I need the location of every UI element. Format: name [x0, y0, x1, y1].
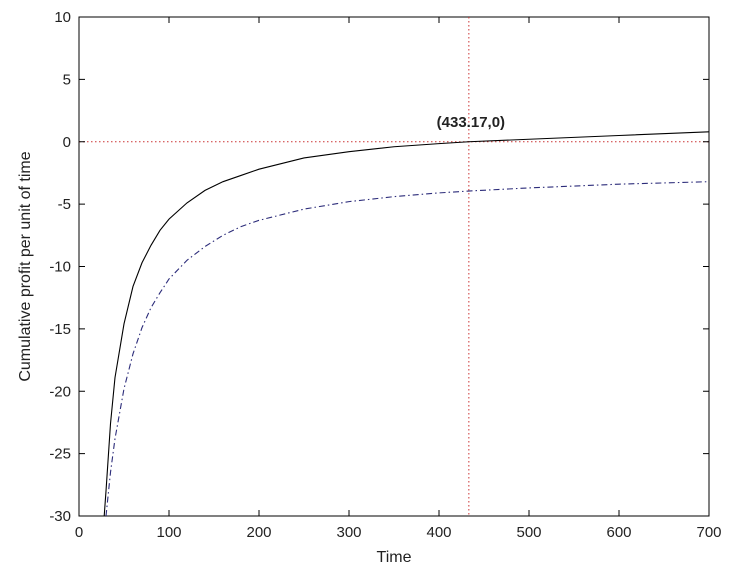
series-line-solid: [103, 131, 709, 516]
x-tick-label: 0: [75, 524, 83, 541]
x-tick-label: 700: [696, 524, 721, 541]
y-tick-label: -25: [49, 446, 71, 463]
x-tick-label: 400: [426, 524, 451, 541]
y-tick-label: -20: [49, 383, 71, 400]
y-tick-label: 5: [63, 71, 71, 88]
y-axis-label: Cumulative profit per unit of time: [17, 151, 34, 381]
x-tick-label: 200: [246, 524, 271, 541]
plot-area: [78, 16, 710, 517]
x-tick-label: 500: [516, 524, 541, 541]
y-tick-label: -5: [58, 196, 71, 213]
x-tick-label: 600: [606, 524, 631, 541]
y-tick-label: 0: [63, 134, 71, 151]
annotation-label: (433.17,0): [437, 114, 505, 131]
x-tick-label: 300: [336, 524, 361, 541]
y-tick-label: -10: [49, 259, 71, 276]
series-line-dashdot: [105, 181, 709, 516]
x-axis-label: Time: [377, 549, 412, 566]
y-tick-label: 10: [54, 9, 71, 26]
y-tick-label: -15: [49, 321, 71, 338]
x-tick-label: 100: [156, 524, 181, 541]
y-tick-label: -30: [49, 508, 71, 525]
